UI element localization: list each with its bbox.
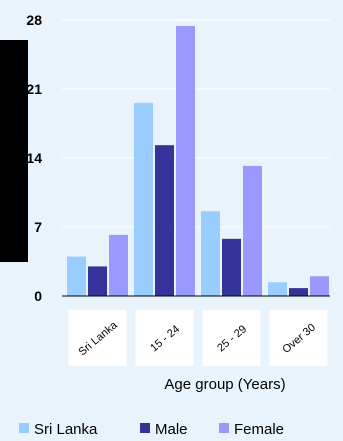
- bar-sri-lanka: [67, 256, 86, 296]
- legend: Sri Lanka Male Female: [19, 421, 284, 438]
- y-tick-label: 14: [26, 150, 42, 166]
- legend-item: Sri Lanka: [19, 421, 98, 438]
- category-label-box: 15 - 24: [135, 310, 194, 366]
- legend-swatch: [219, 423, 229, 433]
- legend-item: Male: [140, 421, 188, 438]
- legend-item: Female: [219, 421, 284, 438]
- x-axis-title: Age group (Years): [164, 376, 285, 393]
- label-box-bg: [202, 310, 261, 366]
- bar-female: [310, 276, 329, 296]
- y-tick-label: 0: [34, 288, 42, 304]
- legend-label: Female: [234, 421, 284, 438]
- bar-male: [222, 238, 241, 296]
- gridlines: [62, 19, 330, 228]
- category-label-box: Over 30: [269, 310, 328, 366]
- label-box-bg: [269, 310, 328, 366]
- bar-sri-lanka: [134, 102, 153, 296]
- bar-male: [88, 266, 107, 296]
- bar-sri-lanka: [201, 211, 220, 296]
- label-box-bg: [135, 310, 194, 366]
- bar-male: [155, 145, 174, 296]
- bar-female: [109, 234, 128, 296]
- category-label-box: 25 - 29: [202, 310, 261, 366]
- y-tick-label: 28: [26, 12, 42, 28]
- y-tick-labels: 0 7 14 21 28: [26, 12, 42, 304]
- legend-swatch: [140, 423, 150, 433]
- occluding-black-block: [0, 40, 28, 262]
- category-label-box: Sri Lanka: [68, 310, 127, 366]
- label-box-bg: [68, 310, 127, 366]
- bar-female: [243, 165, 262, 296]
- legend-label: Male: [155, 421, 188, 438]
- bar-male: [289, 288, 308, 296]
- y-tick-label: 21: [26, 81, 42, 97]
- bar-female: [176, 25, 195, 297]
- bars: [67, 25, 329, 297]
- legend-swatch: [19, 423, 29, 433]
- y-tick-label: 7: [34, 219, 42, 235]
- legend-label: Sri Lanka: [34, 421, 98, 438]
- bar-sri-lanka: [268, 282, 287, 296]
- category-labels: Sri Lanka 15 - 24 25 - 29 Over 30: [68, 310, 328, 366]
